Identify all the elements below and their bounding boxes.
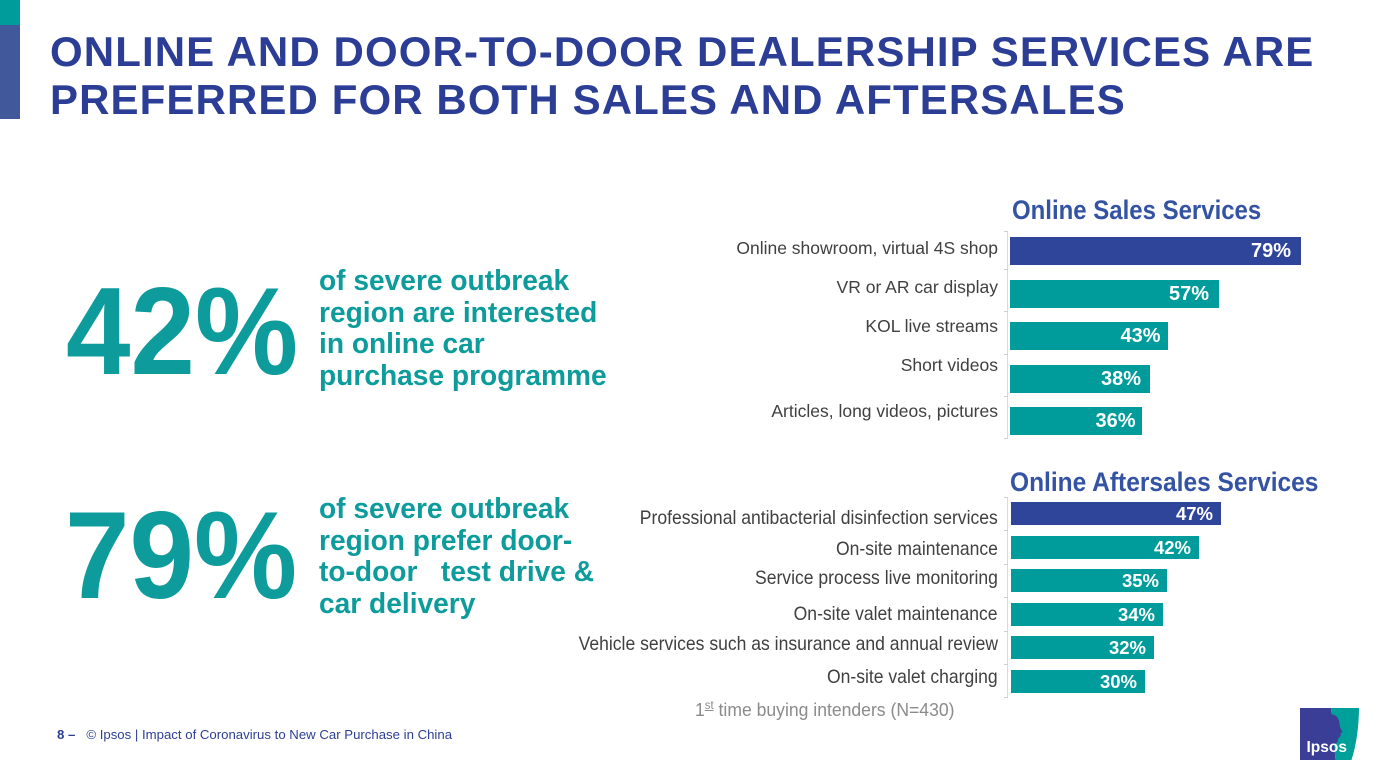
svg-text:Ipsos: Ipsos [1307,739,1347,756]
